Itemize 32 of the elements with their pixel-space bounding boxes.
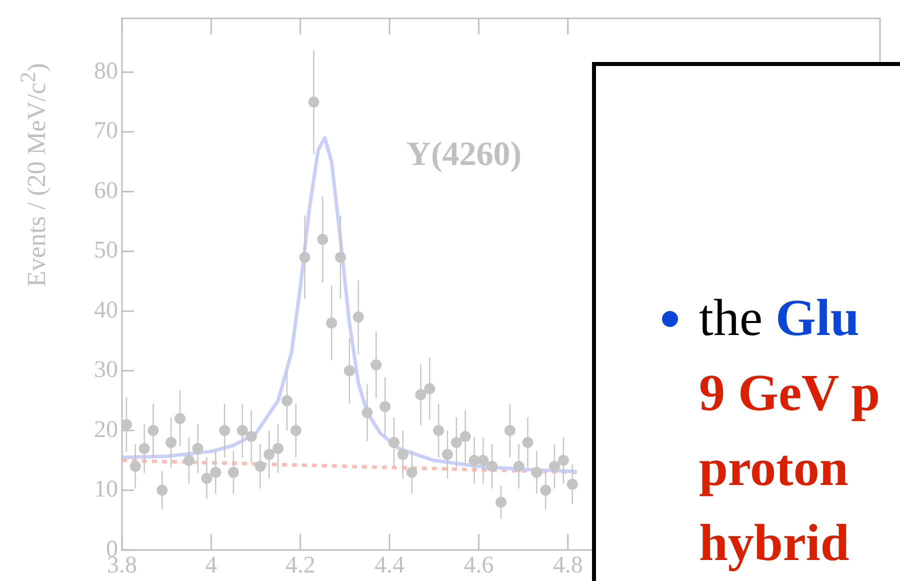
annotation: 9 GeV p xyxy=(699,364,880,424)
y-tick-label: 60 xyxy=(94,178,118,204)
point xyxy=(397,448,408,460)
annotation: Glu xyxy=(776,290,860,347)
point xyxy=(174,413,186,424)
annotation: proton xyxy=(699,439,850,499)
x-tick-label: 4.8 xyxy=(552,552,583,579)
point xyxy=(219,425,230,436)
y-tick-label: 10 xyxy=(94,476,118,503)
point xyxy=(272,442,284,454)
x-tick-label: 4.6 xyxy=(464,552,494,579)
y-tick-label: 80 xyxy=(94,58,118,84)
x-tick-label: 4.4 xyxy=(374,552,405,579)
x-tick-label: 4.2 xyxy=(285,552,316,579)
point xyxy=(504,425,516,436)
point xyxy=(442,448,453,460)
y-tick-label: 20 xyxy=(94,416,118,443)
point xyxy=(210,466,222,478)
annotation: the xyxy=(699,290,764,347)
annotation: Y(4260) xyxy=(406,136,522,174)
y-tick-label: 70 xyxy=(94,118,118,144)
point xyxy=(290,425,302,436)
point xyxy=(433,425,444,436)
point xyxy=(450,436,462,448)
y-tick-label: 50 xyxy=(94,238,118,264)
point xyxy=(326,318,338,329)
y-tick-label: 30 xyxy=(94,357,118,384)
annotation: hybrid xyxy=(699,514,850,574)
y-tick-label: 40 xyxy=(94,297,118,324)
point xyxy=(166,436,177,448)
x-tick-label: 4 xyxy=(205,552,218,579)
point xyxy=(558,454,569,466)
